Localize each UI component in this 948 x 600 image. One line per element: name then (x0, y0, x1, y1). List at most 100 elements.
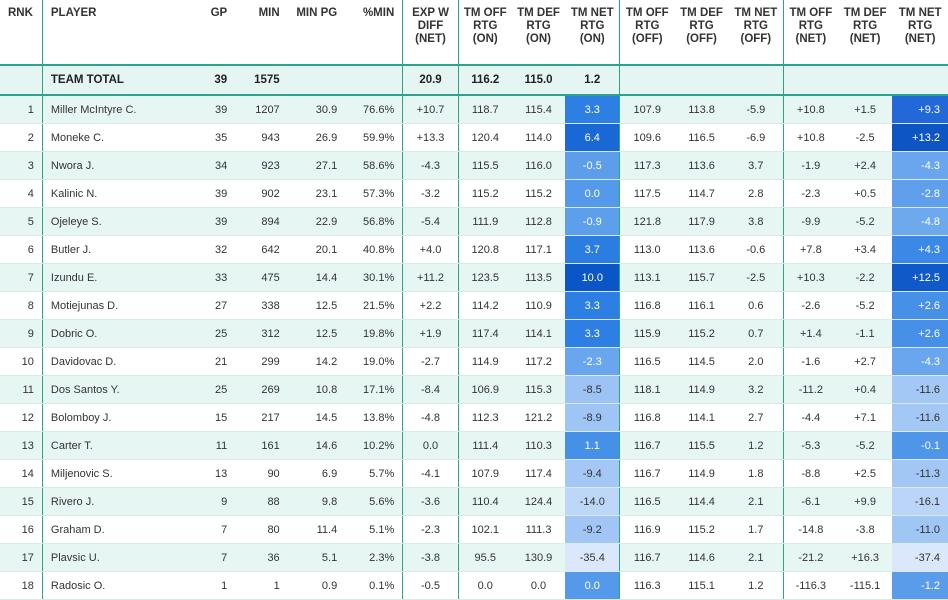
total-on-off: 116.2 (457, 64, 512, 96)
expw-cell: -5.4 (402, 207, 459, 236)
col-on-off-l2: RTG (473, 20, 498, 32)
col-rnk-header[interactable]: RNK (0, 0, 43, 65)
col-pctmin-header[interactable]: %MIN (345, 0, 403, 65)
table-row[interactable]: 6 Butler J. 32 642 20.1 40.8% +4.0 120.8 117.1 3.… (0, 235, 948, 264)
off-def-cell: 114.6 (674, 543, 729, 572)
rnk-cell: 15 (0, 487, 43, 516)
col-net-def-l3: (NET) (849, 33, 881, 45)
player-name: Radosic O. (41, 571, 198, 600)
table-row[interactable]: 18 Radosic O. 1 1 0.9 0.1% -0.5 0.0 0.0 0.0 116.3 1… (0, 571, 948, 600)
table-row[interactable]: 16 Graham D. 7 80 11.4 5.1% -2.3 102.1 111.3 -9.2… (0, 515, 948, 544)
col-off-def-header[interactable]: TM DEF RTG (OFF) (674, 0, 729, 65)
on-off-cell: 102.1 (457, 515, 512, 544)
col-net-net-header[interactable]: TM NET RTG (NET) (892, 0, 948, 65)
col-player-header[interactable]: PLAYER (41, 0, 198, 65)
table-row[interactable]: 15 Rivero J. 9 88 9.8 5.6% -3.6 110.4 124.4 -14.0… (0, 487, 948, 516)
expw-cell: 0.0 (402, 431, 459, 460)
expw-cell: +13.3 (402, 123, 459, 152)
table-row[interactable]: 12 Bolomboy J. 15 217 14.5 13.8% -4.8 112.3 121.… (0, 403, 948, 432)
total-on-net: 1.2 (565, 64, 620, 96)
table-row[interactable]: 1 Miller McIntyre C. 39 1207 30.9 76.6% +10.7 1… (0, 95, 948, 124)
off-def-cell: 115.7 (674, 263, 729, 292)
minpg-cell: 5.1 (287, 543, 346, 572)
rnk-cell: 9 (0, 319, 43, 348)
minpg-cell: 23.1 (287, 179, 346, 208)
col-off-off-header[interactable]: TM OFF RTG (OFF) (619, 0, 675, 65)
on-def-cell: 110.9 (511, 291, 566, 320)
on-def-cell: 124.4 (511, 487, 566, 516)
on-def-cell: 114.0 (511, 123, 566, 152)
col-on-net-l3: (ON) (579, 33, 605, 45)
net-net-cell: -4.3 (892, 151, 948, 180)
gp-cell: 34 (197, 151, 236, 180)
table-row[interactable]: 7 Izundu E. 33 475 14.4 30.1% +11.2 123.5 113.5 1… (0, 263, 948, 292)
col-off-net-l3: (OFF) (740, 33, 772, 45)
table-row[interactable]: 3 Nwora J. 34 923 27.1 58.6% -4.3 115.5 116.0 -0.… (0, 151, 948, 180)
col-net-off-header[interactable]: TM OFF RTG (NET) (782, 0, 838, 65)
col-on-def-header[interactable]: TM DEF RTG (ON) (511, 0, 566, 65)
gp-cell: 15 (197, 403, 236, 432)
col-minpg-label: MIN PG (296, 7, 338, 19)
on-off-cell: 120.8 (457, 235, 512, 264)
col-off-net-header[interactable]: TM NET RTG (OFF) (728, 0, 784, 65)
col-gp-header[interactable]: GP (197, 0, 236, 65)
col-on-off-header[interactable]: TM OFF RTG (ON) (457, 0, 512, 65)
net-off-cell: -21.2 (782, 543, 838, 572)
off-net-cell: 3.8 (728, 207, 784, 236)
min-cell: 902 (235, 179, 288, 208)
on-off-cell: 117.4 (457, 319, 512, 348)
min-cell: 217 (235, 403, 288, 432)
total-off-def (674, 64, 729, 96)
off-net-cell: -5.9 (728, 95, 784, 124)
net-net-cell: -37.4 (892, 543, 948, 572)
on-def-cell: 116.0 (511, 151, 566, 180)
table-row[interactable]: 5 Ojeleye S. 39 894 22.9 56.8% -5.4 111.9 112.8-… (0, 207, 948, 236)
total-off-net (728, 64, 784, 96)
col-expw-header[interactable]: EXP W DIFF (NET) (402, 0, 459, 65)
off-net-cell: 2.1 (728, 543, 784, 572)
net-def-cell: -5.2 (837, 431, 893, 460)
table-row[interactable]: 9 Dobric O. 25 312 12.5 19.8% +1.9 117.4 114.1 3.… (0, 319, 948, 348)
col-net-off-l3: (NET) (795, 33, 827, 45)
on-def-cell: 0.0 (511, 571, 566, 600)
table-row[interactable]: 13 Carter T. 11 161 14.6 10.2% 0.0 111.4 110.3 1.… (0, 431, 948, 460)
off-net-cell: 1.2 (728, 571, 784, 600)
col-on-net-header[interactable]: TM NET RTG (ON) (565, 0, 620, 65)
table-row[interactable]: 10 Davidovac D. 21 299 14.2 19.0% -2.7 114.9 117… (0, 347, 948, 376)
table-row[interactable]: 17 Plavsic U. 7 36 5.1 2.3% -3.8 95.5 130.9 -35.4… (0, 543, 948, 572)
gp-cell: 33 (197, 263, 236, 292)
minpg-cell: 12.5 (287, 291, 346, 320)
net-off-cell: -1.6 (782, 347, 838, 376)
player-name: Nwora J. (41, 151, 198, 180)
col-off-off-l2: RTG (635, 20, 660, 32)
min-cell: 312 (235, 319, 288, 348)
col-minpg-header[interactable]: MIN PG (287, 0, 346, 65)
on-net-cell: 3.7 (565, 235, 620, 264)
on-def-cell: 115.2 (511, 179, 566, 208)
table-row[interactable]: 4 Kalinic N. 39 902 23.1 57.3% -3.2 115.2 115.2 0… (0, 179, 948, 208)
player-name: Dobric O. (41, 319, 198, 348)
player-name: Kalinic N. (41, 179, 198, 208)
col-min-label: MIN (258, 7, 280, 19)
rnk-cell: 2 (0, 123, 43, 152)
total-minpg (287, 64, 346, 96)
table-row[interactable]: 8 Motiejunas D. 27 338 12.5 21.5% +2.2 114.2 110… (0, 291, 948, 320)
on-off-cell: 111.9 (457, 207, 512, 236)
net-off-cell: +10.8 (782, 95, 838, 124)
gp-cell: 35 (197, 123, 236, 152)
minpg-cell: 20.1 (287, 235, 346, 264)
on-net-cell: 10.0 (565, 263, 620, 292)
table-row[interactable]: 11 Dos Santos Y. 25 269 10.8 17.1% -8.4 106.9 11… (0, 375, 948, 404)
col-net-def-header[interactable]: TM DEF RTG (NET) (837, 0, 893, 65)
col-min-header[interactable]: MIN (235, 0, 288, 65)
net-off-cell: +10.3 (782, 263, 838, 292)
on-off-cell: 114.9 (457, 347, 512, 376)
rnk-cell: 11 (0, 375, 43, 404)
table-row[interactable]: 14 Miljenovic S. 13 90 6.9 5.7% -4.1 107.9 117.4… (0, 459, 948, 488)
off-def-cell: 114.7 (674, 179, 729, 208)
table-row[interactable]: 2 Moneke C. 35 943 26.9 59.9% +13.3 120.4 114.0 6… (0, 123, 948, 152)
off-off-cell: 117.3 (619, 151, 675, 180)
min-cell: 1 (235, 571, 288, 600)
player-name: Izundu E. (41, 263, 198, 292)
pctmin-cell: 40.8% (345, 235, 403, 264)
